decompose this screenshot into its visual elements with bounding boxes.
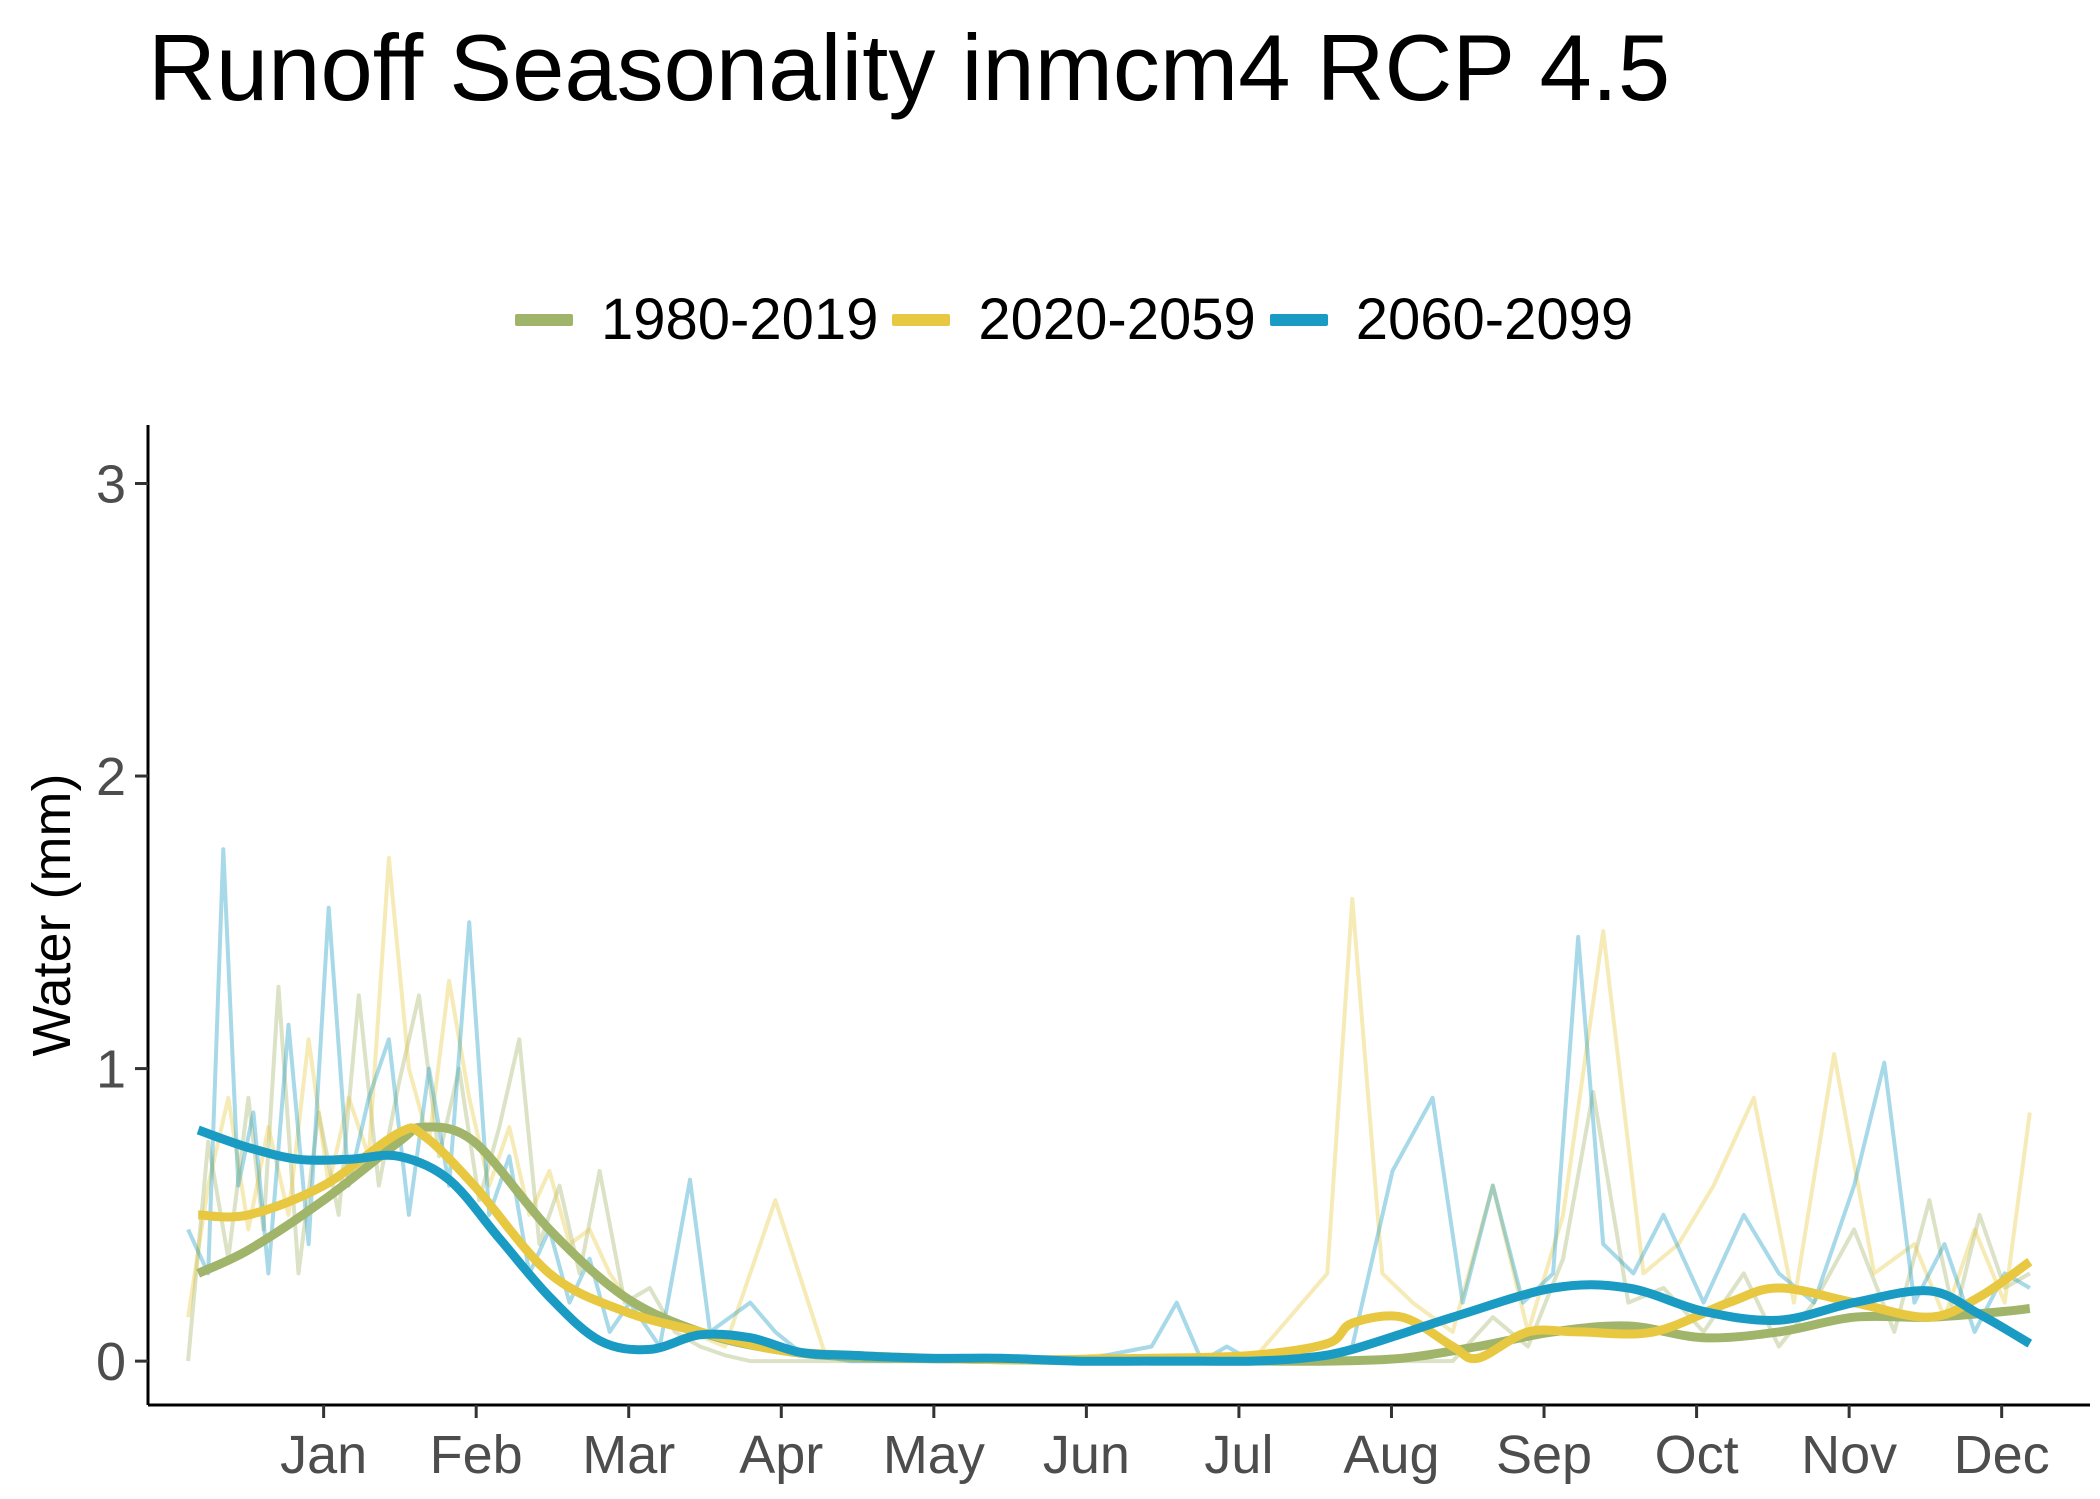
legend-key-2020-2059 — [892, 313, 951, 326]
x-tick-label-aug: Aug — [1343, 1425, 1439, 1485]
smoothed-series-layer — [196, 1122, 2033, 1366]
legend-item-1980-2019: 1980-2019 — [515, 286, 878, 353]
x-tick-label-mar: Mar — [582, 1425, 675, 1485]
legend-key-2060-2099 — [1269, 313, 1328, 326]
daily-line-1980-2019 — [186, 984, 2031, 1364]
y-tick-label-1: 1 — [96, 1040, 126, 1100]
x-ticks: Jan Feb Mar Apr May Jun Jul Aug Sep Oct Nov Dec — [280, 1405, 2050, 1485]
x-tick-label-jun: Jun — [1043, 1425, 1130, 1485]
legend-item-2020-2059: 2020-2059 — [892, 286, 1256, 353]
x-tick-label-nov: Nov — [1801, 1425, 1897, 1485]
x-tick-label-may: May — [883, 1425, 985, 1485]
daily-series-layer — [186, 847, 2032, 1364]
y-ticks: 0 1 2 3 — [96, 455, 148, 1392]
x-tick-label-oct: Oct — [1655, 1425, 1739, 1485]
x-tick-label-feb: Feb — [430, 1425, 523, 1485]
x-tick-label-sep: Sep — [1496, 1425, 1592, 1485]
y-tick-label-0: 0 — [96, 1332, 126, 1392]
legend-label-1980-2019: 1980-2019 — [601, 287, 879, 352]
legend-label-2020-2059: 2020-2059 — [978, 287, 1256, 352]
y-axis-title: Water (mm) — [22, 774, 82, 1057]
legend-key-1980-2019 — [515, 313, 573, 326]
axes — [146, 425, 2090, 1407]
smoothed-line-2060-2099 — [196, 1125, 2033, 1366]
chart-title: Runoff Seasonality inmcm4 RCP 4.5 — [148, 15, 1671, 120]
x-tick-label-apr: Apr — [739, 1425, 823, 1485]
legend-label-2060-2099: 2060-2099 — [1355, 287, 1634, 352]
y-tick-label-3: 3 — [96, 455, 126, 515]
legend: 1980-2019 2020-2059 2060-2099 — [515, 286, 1647, 353]
x-tick-label-jul: Jul — [1204, 1425, 1273, 1485]
legend-item-2060-2099: 2060-2099 — [1269, 286, 1634, 353]
y-tick-label-2: 2 — [96, 747, 126, 807]
x-tick-label-jan: Jan — [280, 1425, 367, 1485]
x-tick-label-dec: Dec — [1954, 1425, 2050, 1485]
